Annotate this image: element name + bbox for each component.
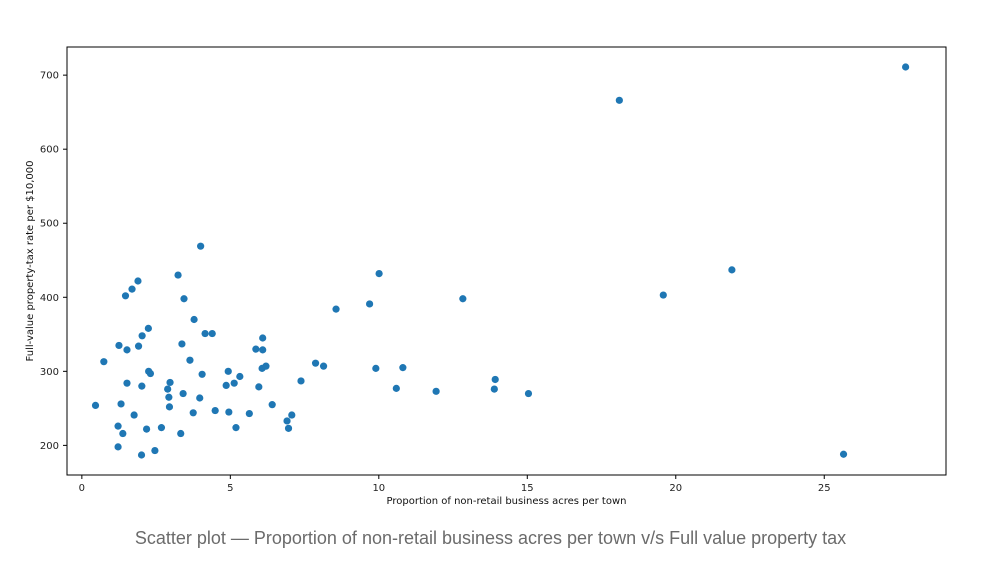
data-point — [198, 370, 206, 378]
data-point — [196, 394, 204, 402]
data-point — [123, 379, 131, 387]
data-point — [262, 362, 270, 370]
data-point — [839, 450, 848, 458]
y-tick-label: 300 — [40, 367, 59, 378]
data-point — [144, 324, 152, 332]
data-point — [372, 364, 380, 372]
scatter-chart: 0 5 10 15 20 25 200 300 400 500 600 700 Proportion … — [25, 46, 947, 507]
data-point — [902, 63, 910, 71]
y-tick-label: 700 — [40, 71, 59, 82]
data-point — [211, 406, 219, 415]
data-point — [222, 381, 230, 390]
data-point — [142, 425, 151, 433]
data-point — [230, 379, 238, 387]
x-tick-label: 10 — [372, 483, 385, 494]
y-tick-label: 500 — [40, 219, 59, 230]
data-point — [259, 334, 267, 342]
data-point — [224, 367, 232, 375]
data-point — [490, 385, 498, 393]
data-point — [524, 389, 533, 398]
data-point — [245, 409, 253, 418]
data-point — [232, 424, 240, 432]
data-point — [201, 329, 209, 338]
data-point — [311, 359, 320, 367]
data-point — [177, 429, 185, 438]
data-point — [121, 292, 130, 300]
x-tick-label: 5 — [227, 483, 233, 494]
data-point — [399, 364, 407, 372]
data-point — [190, 315, 198, 324]
data-point — [615, 96, 623, 104]
data-point — [252, 345, 260, 353]
data-point — [255, 383, 263, 391]
data-point — [659, 291, 667, 299]
data-point — [164, 385, 172, 393]
data-point — [91, 401, 100, 409]
data-point — [123, 346, 131, 354]
y-tick-label: 200 — [40, 441, 59, 452]
data-point — [138, 382, 146, 390]
data-point — [259, 346, 267, 354]
data-point — [134, 277, 142, 285]
x-tick-label: 25 — [818, 483, 831, 494]
data-point — [236, 372, 244, 381]
y-tick-label: 600 — [40, 145, 59, 156]
x-tick-label: 15 — [521, 483, 534, 494]
data-point — [186, 356, 194, 364]
data-point — [130, 411, 138, 419]
data-point — [728, 266, 736, 274]
data-point — [128, 285, 136, 293]
data-point — [283, 417, 291, 425]
data-point — [165, 403, 174, 411]
data-point — [137, 451, 146, 459]
x-tick-label: 20 — [669, 483, 682, 494]
data-point — [392, 384, 400, 392]
plot-frame — [66, 46, 947, 476]
data-point — [375, 269, 383, 278]
data-point — [179, 389, 187, 398]
data-point — [134, 342, 143, 350]
plot-area: 0 5 10 15 20 25 200 300 400 500 600 700 — [40, 46, 947, 494]
data-point — [459, 295, 467, 303]
data-point — [146, 369, 155, 378]
data-point — [225, 408, 233, 416]
data-point — [174, 271, 182, 279]
data-point — [100, 358, 108, 366]
data-point — [114, 443, 122, 451]
data-point — [138, 332, 146, 340]
data-point — [165, 393, 173, 401]
data-point — [297, 377, 305, 385]
data-point — [115, 341, 123, 350]
data-point — [166, 378, 174, 387]
data-point — [119, 429, 127, 438]
y-tick-label: 400 — [40, 293, 59, 304]
data-point — [208, 329, 216, 338]
data-point — [288, 411, 296, 419]
data-point — [151, 446, 159, 455]
data-point — [197, 242, 205, 250]
data-point — [268, 401, 276, 409]
data-point — [114, 422, 122, 430]
x-axis-label: Proportion of non-retail business acres … — [387, 496, 627, 507]
data-point — [332, 305, 340, 313]
x-tick-label: 0 — [79, 483, 85, 494]
data-point — [157, 424, 166, 432]
data-point — [432, 387, 440, 395]
y-axis-label: Full-value property-tax rate per $10,000 — [25, 161, 36, 362]
data-point — [284, 424, 293, 432]
chart-caption: Scatter plot — Proportion of non-retail … — [134, 528, 847, 548]
data-point — [366, 300, 374, 308]
data-point — [178, 340, 186, 348]
data-point — [180, 295, 188, 303]
data-point — [189, 409, 197, 417]
data-point — [319, 362, 328, 370]
data-point — [491, 375, 499, 384]
data-point — [117, 400, 125, 408]
